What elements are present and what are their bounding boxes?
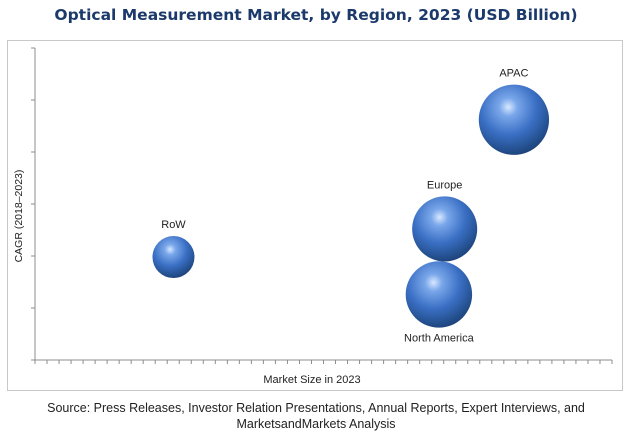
source-note: Source: Press Releases, Investor Relatio… [47,401,585,431]
bubble-europe [412,196,478,262]
bubble-apac [478,84,550,155]
bubble-label-europe: Europe [427,179,462,191]
x-axis-label: Market Size in 2023 [263,374,360,386]
bubble-labels: RoW Europe North America APAC [161,68,528,345]
y-axis-label: CAGR (2018–2023) [13,170,25,263]
bubble-row [152,236,195,279]
axes [31,47,613,364]
bubble-label-apac: APAC [499,68,528,80]
chart-title: Optical Measurement Market, by Region, 2… [54,6,578,24]
bubble-north-america [405,261,473,328]
bubbles [152,84,550,328]
bubble-label-north-america: North America [404,333,475,345]
chart-frame [7,40,623,391]
bubble-label-row: RoW [161,219,186,231]
